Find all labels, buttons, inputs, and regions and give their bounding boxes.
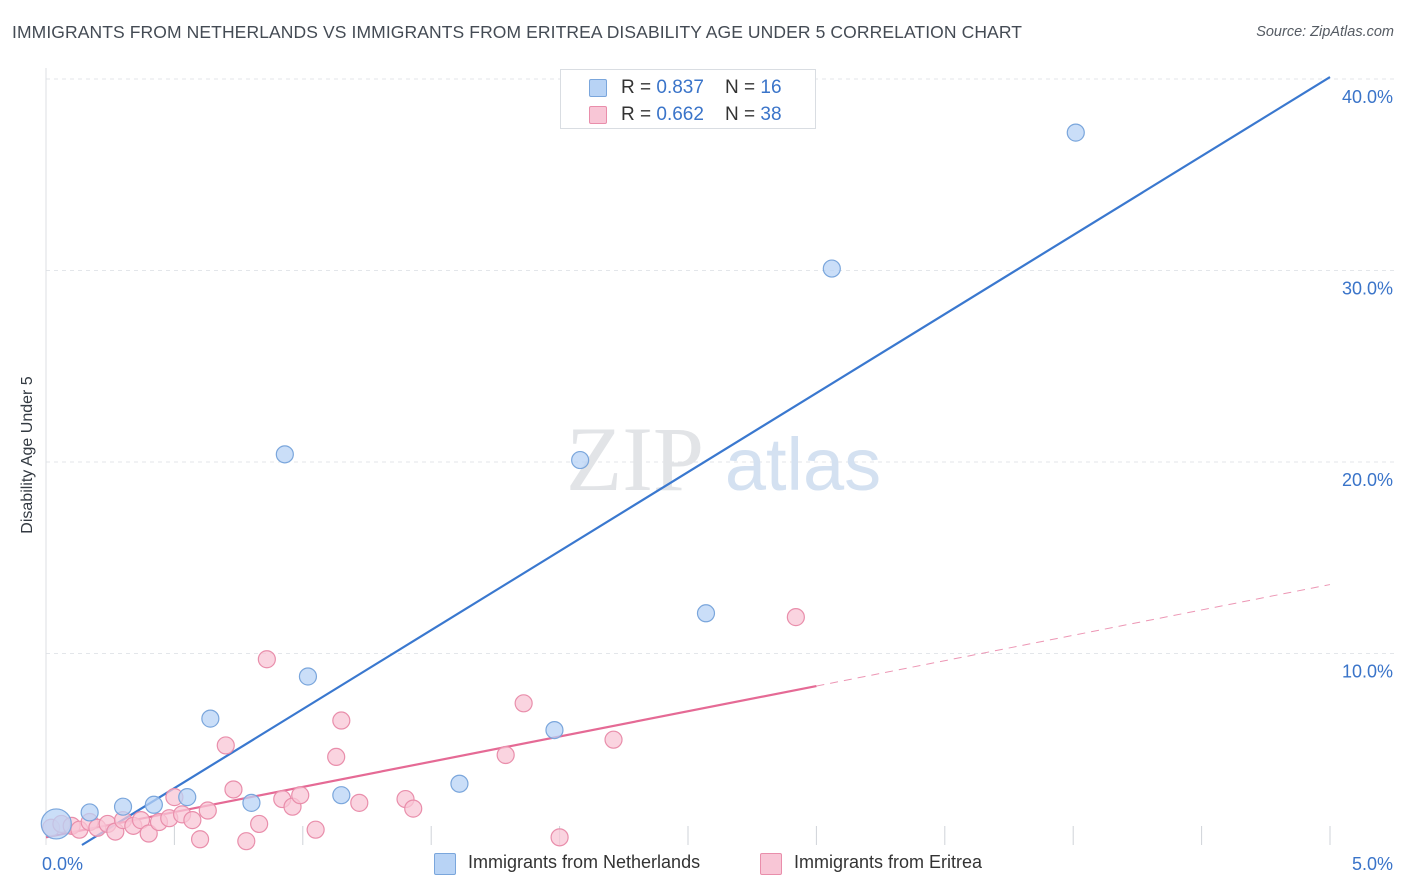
bottom-legend-label-netherlands: Immigrants from Netherlands — [468, 852, 701, 872]
point-netherlands — [40, 808, 72, 840]
point-eritrea — [183, 811, 202, 830]
x-tick-label: 5.0% — [1352, 854, 1393, 874]
point-netherlands — [696, 604, 716, 623]
point-eritrea — [786, 608, 805, 627]
point-netherlands — [1066, 123, 1085, 142]
point-eritrea — [404, 799, 423, 818]
point-eritrea — [139, 824, 158, 843]
point-eritrea — [237, 832, 256, 851]
trend-line-netherlands — [81, 76, 1331, 846]
point-netherlands — [201, 709, 220, 728]
point-eritrea — [327, 747, 346, 767]
point-netherlands — [332, 786, 351, 805]
legend-r-value: 0.662 — [656, 104, 704, 125]
legend-n-label: N = — [725, 104, 761, 125]
source-credit: Source: ZipAtlas.com — [1256, 24, 1394, 40]
point-netherlands — [275, 445, 294, 464]
correlation-legend: R = 0.837 N = 16 R = 0.662 N = 38 — [560, 69, 816, 129]
point-netherlands — [571, 450, 590, 470]
point-eritrea — [250, 814, 269, 834]
bottom-legend-swatch-eritrea — [760, 853, 782, 875]
watermark: ZIP atlas — [566, 408, 881, 510]
point-eritrea — [550, 828, 569, 847]
legend-r-label: R = — [621, 77, 657, 98]
point-netherlands — [80, 803, 99, 822]
y-tick-labels: 10.0% 20.0% 30.0% 40.0% — [1342, 87, 1393, 682]
point-netherlands — [178, 788, 197, 807]
y-tick-label: 10.0% — [1342, 662, 1393, 682]
legend-r-label: R = — [621, 104, 657, 125]
point-eritrea — [332, 711, 351, 730]
point-netherlands — [545, 720, 564, 740]
legend-swatch-eritrea — [589, 106, 607, 124]
y-tick-label: 30.0% — [1342, 279, 1393, 299]
point-eritrea — [291, 786, 310, 805]
point-eritrea — [306, 820, 325, 839]
point-netherlands — [450, 774, 469, 793]
legend-n-label: N = — [725, 77, 761, 98]
point-netherlands — [298, 667, 318, 686]
grid-lines — [45, 68, 1394, 845]
point-netherlands — [144, 795, 163, 814]
bottom-legend-label-eritrea: Immigrants from Eritrea — [794, 852, 983, 872]
legend-n-value: 38 — [760, 104, 782, 125]
point-eritrea — [496, 745, 515, 765]
point-eritrea — [350, 793, 369, 812]
bottom-legend-swatch-netherlands — [434, 853, 456, 875]
chart-title: IMMIGRANTS FROM NETHERLANDS VS IMMIGRANT… — [12, 22, 1023, 42]
point-eritrea — [216, 736, 235, 755]
data-points — [40, 123, 1085, 851]
legend-swatch-netherlands — [589, 79, 607, 97]
point-netherlands — [822, 259, 841, 278]
trend-line-eritrea-extension — [816, 584, 1331, 687]
point-eritrea — [257, 650, 276, 669]
point-eritrea — [604, 730, 623, 749]
point-eritrea — [198, 801, 217, 820]
x-tick-labels: 0.0% 5.0% — [42, 854, 1393, 874]
point-netherlands — [242, 793, 261, 812]
x-tick-label: 0.0% — [42, 854, 83, 874]
point-eritrea — [224, 780, 243, 799]
point-netherlands — [113, 797, 133, 816]
y-tick-label: 20.0% — [1342, 470, 1393, 490]
watermark-atlas: atlas — [725, 423, 881, 506]
point-eritrea — [190, 830, 210, 849]
point-eritrea — [131, 811, 151, 830]
point-eritrea — [514, 694, 533, 713]
y-tick-label: 40.0% — [1342, 87, 1393, 107]
legend-r-value: 0.837 — [656, 77, 704, 98]
legend-n-value: 16 — [760, 77, 782, 98]
